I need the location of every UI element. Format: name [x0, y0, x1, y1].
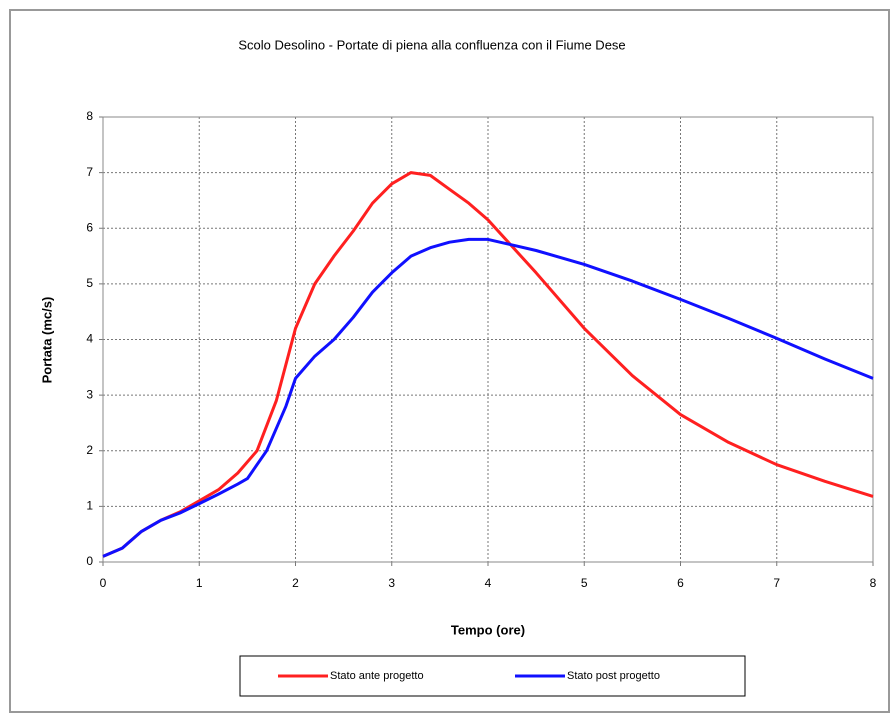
x-tick-label: 3 — [388, 576, 395, 590]
y-tick-label: 6 — [86, 220, 93, 234]
legend-label: Stato post progetto — [567, 670, 660, 682]
x-tick-label: 5 — [581, 576, 588, 590]
y-tick-label: 5 — [86, 276, 93, 290]
x-tick-label: 4 — [485, 576, 492, 590]
y-axis-label: Portata (mc/s) — [39, 297, 54, 384]
series-line — [102, 237, 874, 558]
x-tick-label: 6 — [677, 576, 684, 590]
y-tick-label: 1 — [86, 499, 93, 513]
x-tick-label: 2 — [292, 576, 299, 590]
y-tick-label: 2 — [86, 443, 93, 457]
legend-label: Stato ante progetto — [330, 670, 424, 682]
chart-title: Scolo Desolino - Portate di piena alla c… — [238, 37, 625, 52]
chart-border — [9, 9, 890, 713]
x-tick-label: 7 — [773, 576, 780, 590]
x-axis-label: Tempo (ore) — [451, 622, 525, 637]
x-tick-label: 8 — [870, 576, 877, 590]
plot-area — [102, 116, 874, 563]
y-tick-label: 7 — [86, 165, 93, 179]
series-line — [102, 171, 874, 558]
y-tick-label: 0 — [86, 554, 93, 568]
x-tick-label: 0 — [100, 576, 107, 590]
y-tick-label: 8 — [86, 109, 93, 123]
y-tick-label: 4 — [86, 332, 93, 346]
x-tick-label: 1 — [196, 576, 203, 590]
y-tick-label: 3 — [86, 387, 93, 401]
